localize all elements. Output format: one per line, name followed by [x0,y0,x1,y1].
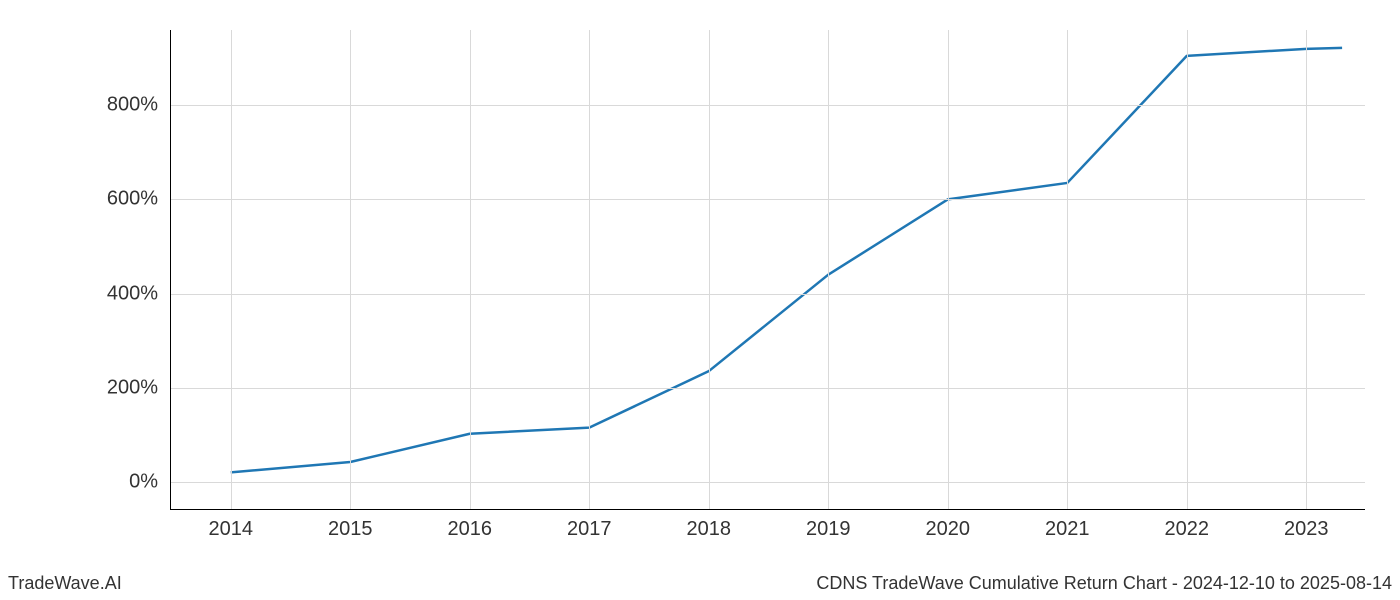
y-tick-label: 0% [129,470,158,493]
gridline-vertical [589,30,590,509]
footer-left-text: TradeWave.AI [8,573,122,594]
y-tick-label: 800% [107,94,158,117]
plot-area: 2014201520162017201820192020202120222023… [170,30,1365,510]
gridline-vertical [948,30,949,509]
y-tick-label: 400% [107,282,158,305]
x-tick-label: 2018 [687,518,732,541]
gridline-horizontal [171,199,1365,200]
gridline-vertical [1306,30,1307,509]
gridline-vertical [1187,30,1188,509]
x-tick-label: 2019 [806,518,851,541]
gridline-horizontal [171,105,1365,106]
footer-right-text: CDNS TradeWave Cumulative Return Chart -… [816,573,1392,594]
x-tick-label: 2017 [567,518,612,541]
return-line [231,48,1342,472]
x-tick-label: 2022 [1165,518,1210,541]
gridline-horizontal [171,482,1365,483]
x-tick-label: 2015 [328,518,373,541]
gridline-vertical [470,30,471,509]
gridline-horizontal [171,294,1365,295]
gridline-vertical [828,30,829,509]
gridline-horizontal [171,388,1365,389]
gridline-vertical [231,30,232,509]
chart-container: 2014 2015 2016 2017 2018 2019 2020 2021 2022 2023… [0,0,1400,600]
y-tick-label: 600% [107,188,158,211]
y-tick-label: 200% [107,376,158,399]
x-tick-label: 2021 [1045,518,1090,541]
x-tick-label: 2023 [1284,518,1329,541]
gridline-vertical [350,30,351,509]
x-tick-label: 2020 [926,518,971,541]
gridline-vertical [1067,30,1068,509]
gridline-vertical [709,30,710,509]
x-tick-label: 2016 [448,518,493,541]
x-tick-label: 2014 [209,518,254,541]
